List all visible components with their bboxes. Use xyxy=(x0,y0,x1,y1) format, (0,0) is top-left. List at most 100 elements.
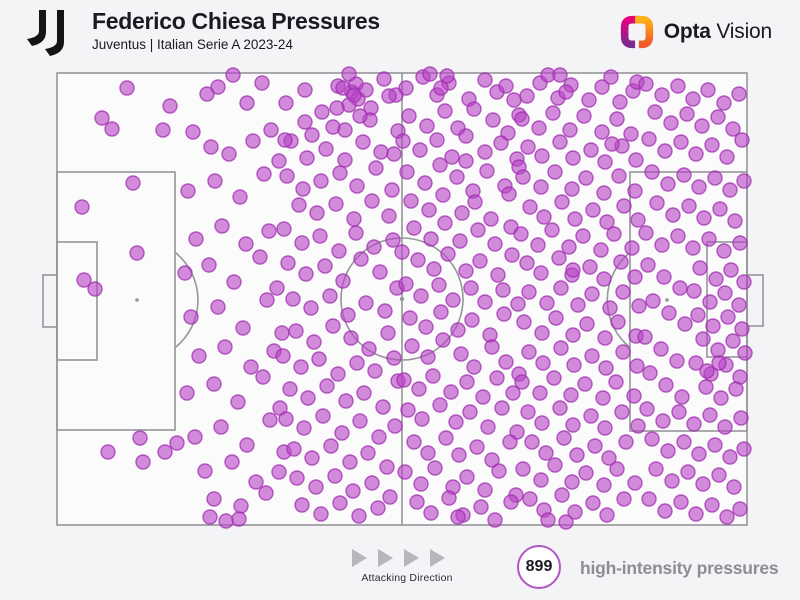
pressure-dot xyxy=(582,259,598,275)
arrow-right-icon xyxy=(378,549,393,567)
pressure-dot xyxy=(732,501,748,517)
pressure-dot xyxy=(76,272,92,288)
pressure-dot xyxy=(410,252,426,268)
pressure-dot xyxy=(381,208,397,224)
attacking-direction-label: Attacking Direction xyxy=(361,572,453,584)
pressure-dot xyxy=(306,334,322,350)
pressure-dot xyxy=(353,251,369,267)
pressure-dot xyxy=(364,475,380,491)
pressure-dot xyxy=(535,355,551,371)
pressure-dot xyxy=(177,265,193,281)
opta-wordmark-bold: Opta xyxy=(663,20,711,43)
pressure-dot xyxy=(119,80,135,96)
pressure-dot xyxy=(309,205,325,221)
pressure-dot xyxy=(315,408,331,424)
pressure-dot xyxy=(404,338,420,354)
pressure-dot xyxy=(498,354,514,370)
pressure-dot xyxy=(597,154,613,170)
pressure-dot xyxy=(432,157,448,173)
pressure-dot xyxy=(669,353,685,369)
pressure-dot xyxy=(286,441,302,457)
pressure-dot xyxy=(313,506,329,522)
pressure-dot xyxy=(577,376,593,392)
pressure-dot xyxy=(732,235,748,251)
pressure-dot xyxy=(469,439,485,455)
pressure-dot xyxy=(553,280,569,296)
pressure-dot xyxy=(356,385,372,401)
pressure-dot xyxy=(676,434,692,450)
pressure-dot xyxy=(578,170,594,186)
pressure-dot xyxy=(263,122,279,138)
arrow-right-icon xyxy=(352,549,367,567)
pressure-dot xyxy=(670,228,686,244)
pressure-dot xyxy=(567,504,583,520)
left-penalty-arc xyxy=(174,251,199,349)
pressure-dot xyxy=(538,445,554,461)
pressure-dot xyxy=(238,236,254,252)
pressure-dot xyxy=(279,168,295,184)
pressure-dot xyxy=(498,78,514,94)
pressure-dot xyxy=(601,450,617,466)
pressure-dot xyxy=(567,211,583,227)
pressure-dot xyxy=(501,186,517,202)
pressure-dot xyxy=(688,506,704,522)
pressure-dot xyxy=(638,225,654,241)
pressure-dot xyxy=(419,118,435,134)
pressure-dot xyxy=(294,235,310,251)
pressure-dot xyxy=(731,297,747,313)
pressure-dot xyxy=(425,368,441,384)
pressure-dot xyxy=(680,464,696,480)
pressure-dot xyxy=(564,474,580,490)
pressure-dot xyxy=(422,66,438,82)
pressure-dot xyxy=(610,314,626,330)
pressure-dot xyxy=(719,149,735,165)
pressure-dot xyxy=(608,374,624,390)
pressure-dot xyxy=(349,355,365,371)
pressure-dot xyxy=(641,131,657,147)
pressure-dot xyxy=(716,243,732,259)
pressure-dot xyxy=(707,170,723,186)
pressure-dot xyxy=(412,142,428,158)
pressure-dot xyxy=(596,271,612,287)
pressure-dot xyxy=(429,132,445,148)
pressure-dot xyxy=(466,101,482,117)
pressure-dot xyxy=(477,294,493,310)
pressure-dot xyxy=(409,494,425,510)
pressure-dot xyxy=(375,399,391,415)
pressure-dot xyxy=(630,212,646,228)
pressure-dot xyxy=(506,92,522,108)
pressure-dot xyxy=(312,228,328,244)
pressure-dot xyxy=(564,181,580,197)
pressure-dot xyxy=(653,341,669,357)
pressure-dot xyxy=(201,257,217,273)
pressure-dot xyxy=(695,476,711,492)
pressure-dot xyxy=(399,164,415,180)
pressure-dot xyxy=(459,374,475,390)
pressure-dot xyxy=(615,344,631,360)
pressure-dot xyxy=(630,418,646,434)
pressure-dot xyxy=(439,68,455,84)
pressure-dot xyxy=(437,215,453,231)
pressure-dot xyxy=(395,133,411,149)
pressure-dot xyxy=(443,384,459,400)
pressure-dot xyxy=(371,429,387,445)
pressure-dot xyxy=(585,495,601,511)
pressure-dot xyxy=(342,454,358,470)
pressure-dot xyxy=(485,112,501,128)
pressure-dot xyxy=(504,247,520,263)
pressure-dot xyxy=(722,182,738,198)
pressure-dot xyxy=(135,454,151,470)
pressure-dot xyxy=(704,497,720,513)
pressure-dot xyxy=(604,136,620,152)
pressure-dot xyxy=(355,134,371,150)
pressure-dot xyxy=(185,124,201,140)
pressure-dot xyxy=(445,292,461,308)
pressure-dot xyxy=(644,431,660,447)
pressure-dot xyxy=(210,299,226,315)
pressure-dot xyxy=(448,414,464,430)
pressure-dot xyxy=(248,474,264,490)
pressure-dot xyxy=(458,263,474,279)
pressure-dot xyxy=(534,325,550,341)
pressure-dot xyxy=(664,473,680,489)
pressure-dot xyxy=(533,179,549,195)
